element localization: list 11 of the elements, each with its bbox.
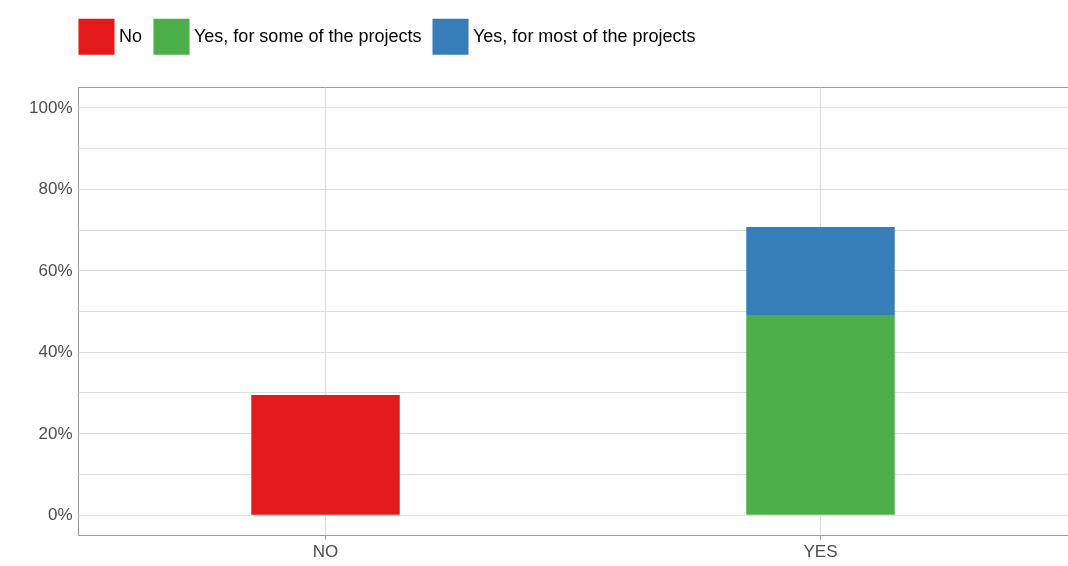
y-tick-label: 100% bbox=[29, 97, 73, 117]
y-tick-label: 40% bbox=[38, 342, 73, 362]
x-tick-label: YES bbox=[803, 541, 838, 561]
legend-label: Yes, for some of the projects bbox=[194, 25, 422, 46]
legend-label: Yes, for most of the projects bbox=[473, 25, 696, 46]
legend-label: No bbox=[119, 25, 143, 46]
y-tick-label: 80% bbox=[38, 179, 73, 199]
y-tick-label: 20% bbox=[38, 423, 73, 443]
y-tick-label: 60% bbox=[38, 260, 73, 280]
x-tick-label: NO bbox=[312, 541, 339, 561]
y-tick-label: 0% bbox=[47, 505, 73, 525]
